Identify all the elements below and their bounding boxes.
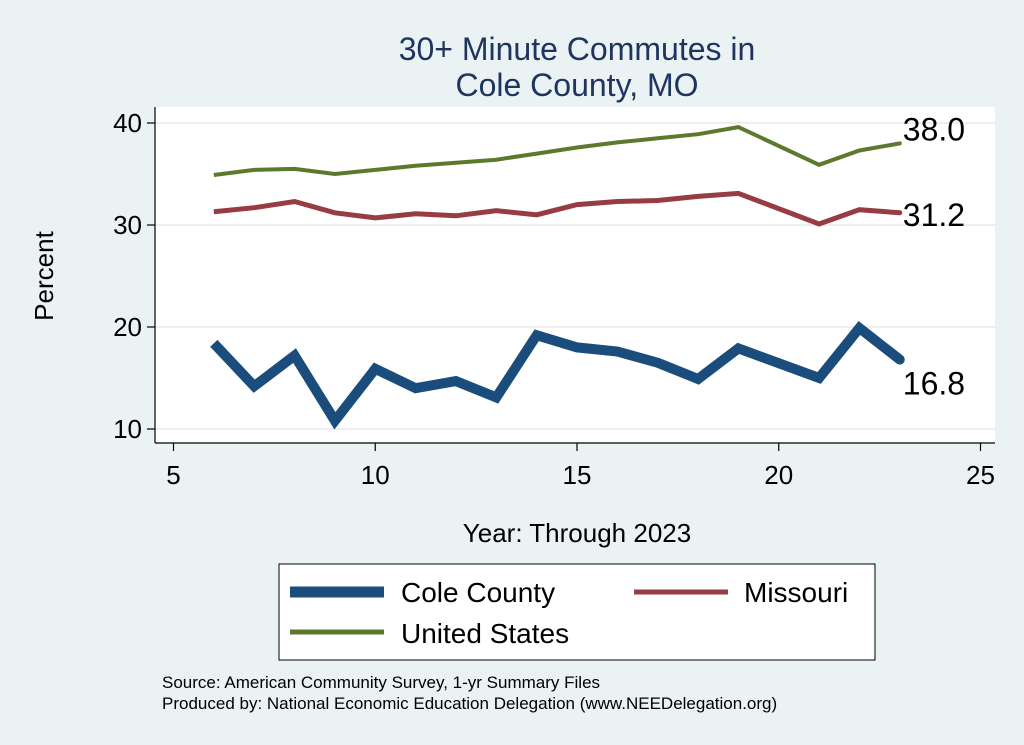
y-tick-label-40: 40 [113, 108, 142, 138]
x-tick-label-10: 10 [361, 460, 390, 490]
plot-area [155, 107, 995, 443]
series-line-united-states [213, 125, 901, 177]
chart-title-line-2: Cole County, MO [455, 67, 698, 103]
legend-label-missouri: Missouri [744, 577, 848, 608]
series-line-cole-county [210, 321, 903, 430]
y-tick-label-10: 10 [113, 414, 142, 444]
legend-label-united-states: United States [401, 618, 569, 649]
y-tick-label-30: 30 [113, 210, 142, 240]
source-note: Source: American Community Survey, 1-yr … [162, 673, 600, 692]
endpoint-marker-missouri [897, 210, 903, 216]
end-labels: 16.8 31.2 38.0 [903, 111, 965, 401]
legend-box [278, 563, 876, 661]
end-label-cole-county: 16.8 [903, 366, 965, 402]
x-tick-label-25: 25 [966, 460, 995, 490]
legend: Cole County Missouri United States [278, 563, 876, 661]
producer-note: Produced by: National Economic Education… [162, 694, 777, 713]
y-axis-ticks: 10 20 30 40 [113, 108, 155, 444]
series-line-missouri [213, 190, 900, 227]
y-axis-title: Percent [29, 230, 59, 320]
y-tick-label-20: 20 [113, 312, 142, 342]
endpoint-marker-cole-county [894, 354, 905, 365]
endpoint-marker-united-states [897, 141, 902, 146]
x-tick-label-5: 5 [166, 460, 180, 490]
x-tick-label-20: 20 [764, 460, 793, 490]
end-label-missouri: 31.2 [903, 197, 965, 233]
chart-title-line-1: 30+ Minute Commutes in [399, 31, 756, 67]
legend-label-cole-county: Cole County [401, 577, 555, 608]
series-group [210, 125, 905, 430]
x-axis-ticks: 5 10 15 20 25 [166, 443, 995, 490]
x-tick-label-15: 15 [563, 460, 592, 490]
end-label-united-states: 38.0 [903, 111, 965, 147]
x-axis-title: Year: Through 2023 [463, 518, 691, 548]
